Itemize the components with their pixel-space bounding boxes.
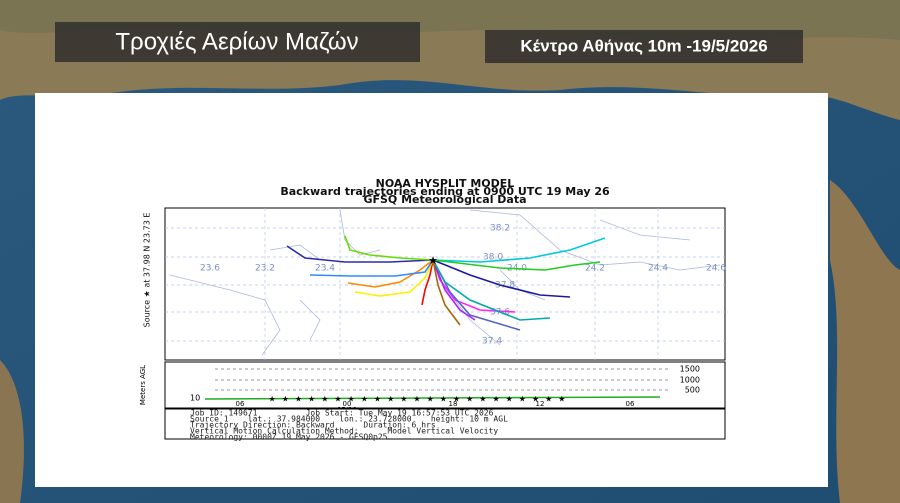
time-label: 06 [626,400,635,408]
height-label: 1000 [680,376,700,385]
info-box [164,408,726,440]
height-label: 1500 [680,365,700,374]
info-line: Vertical Motion Calculation Method: Mode… [190,427,498,436]
info-line: Trajectory Direction: Backward Duration:… [190,421,436,430]
time-label: 18 [449,400,458,408]
time-label: 00 [343,400,352,408]
land [830,180,900,503]
lat-label: 38.0 [483,253,503,263]
trajectories: ★ [286,235,606,331]
lon-label: 23.2 [255,264,275,274]
time-label: 06 [236,400,245,408]
source-label: Source ★ at 37.98 N 23.73 E [143,213,152,328]
grid [165,208,725,360]
height-markers: ★★★★★★★★★★★★★★★★★★★★★★★ [269,395,572,404]
land [0,360,24,503]
lon-label: 24.4 [648,264,668,274]
lon-label: 24.2 [585,264,605,274]
height-start: 10 [190,394,200,403]
info-line: Source 1 lat.: 37.984000 lon.: 23.728000… [190,415,508,424]
info-line: Job ID: 149671 Job Start: Tue May 19 16:… [190,409,494,418]
lon-label: 24.6 [706,264,726,274]
subtitle-box [485,30,803,63]
height-trace [204,396,661,400]
lon-label: 23.6 [200,264,220,274]
lat-label: 37.4 [482,337,502,347]
height-label: 500 [685,386,700,395]
source-marker: ★ [428,254,438,267]
lon-label: 23.4 [315,264,335,274]
plot-title: Backward trajectories ending at 0900 UTC… [280,185,610,198]
plot-title: GFSQ Meteorological Data [363,193,526,206]
info-line: Meteorology: 0000Z 19 May 2026 - GFSQ0p2… [190,433,388,442]
lat-label: 38.2 [490,224,510,234]
height-grid [215,368,670,391]
page-title: Τροχιές Αερίων Μαζών [115,28,358,55]
height-axis-label: Meters AGL [139,365,147,405]
time-label: 12 [536,400,545,408]
height-panel [164,361,726,409]
page-subtitle: Κέντρο Αθήνας 10m -19/5/2026 [520,36,767,55]
title-box [55,22,420,62]
hysplit-plot: NOAA HYSPLIT MODEL Backward trajectories… [139,177,726,442]
plot-title: NOAA HYSPLIT MODEL [376,177,515,190]
